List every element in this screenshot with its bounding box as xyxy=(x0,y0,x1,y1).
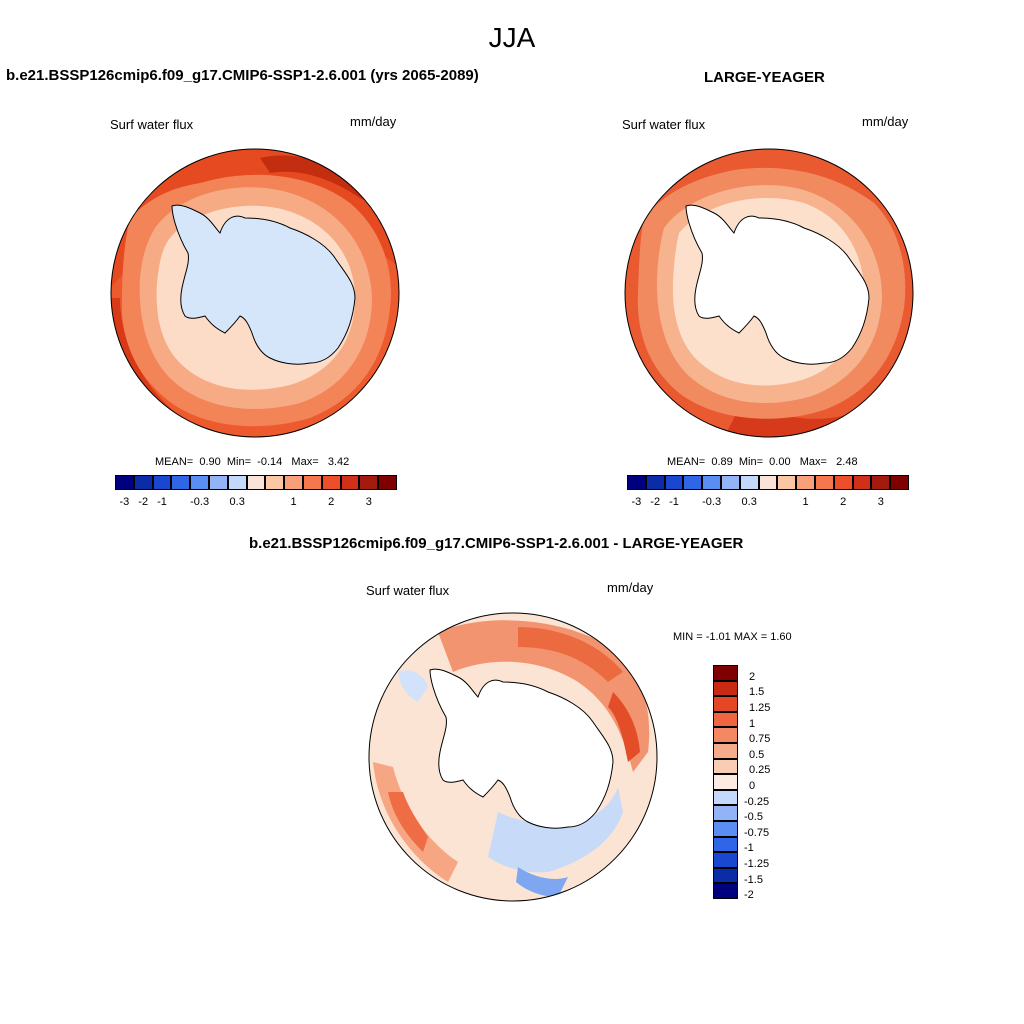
colorbar-tick-label: -1.5 xyxy=(744,873,763,886)
colorbar-swatch xyxy=(227,475,247,490)
panel1-colorbar xyxy=(115,475,397,490)
colorbar-swatch xyxy=(713,883,738,899)
colorbar-tick-label: -0.25 xyxy=(744,795,770,808)
colorbar-swatch xyxy=(815,475,834,490)
colorbar-swatch xyxy=(713,696,738,712)
colorbar-swatch xyxy=(713,805,738,821)
panel2-polar-map xyxy=(624,148,914,438)
colorbar-swatch xyxy=(171,475,191,490)
colorbar-swatch xyxy=(284,475,303,490)
colorbar-swatch xyxy=(702,475,721,490)
panel3-title: b.e21.BSSP126cmip6.f09_g17.CMIP6-SSP1-2.… xyxy=(249,535,744,552)
colorbar-swatch xyxy=(777,475,797,490)
colorbar-swatch xyxy=(713,774,738,790)
colorbar-swatch xyxy=(627,475,646,490)
colorbar-swatch xyxy=(739,475,759,490)
colorbar-tick-label: -1 xyxy=(744,842,754,855)
colorbar-tick-label: -0.75 xyxy=(744,826,770,839)
colorbar-swatch xyxy=(115,475,134,490)
panel2-stats: MEAN= 0.89 Min= 0.00 Max= 2.48 xyxy=(667,456,858,468)
colorbar-swatch xyxy=(713,680,738,697)
colorbar-tick-label: 2 xyxy=(749,670,756,683)
panel2-title: LARGE-YEAGER xyxy=(704,69,825,86)
colorbar-tick-label: -0.3 xyxy=(190,496,210,508)
colorbar-swatch xyxy=(246,475,266,490)
colorbar-swatch xyxy=(713,743,738,759)
colorbar-swatch xyxy=(133,475,153,490)
figure-title: JJA xyxy=(488,22,536,53)
colorbar-tick-label: -1 xyxy=(669,496,679,508)
panel3-polar-map xyxy=(368,612,658,902)
colorbar-swatch xyxy=(871,475,891,490)
colorbar-swatch xyxy=(713,836,738,853)
panel1-colorbar-ticks: -3 -2 -1 -0.3 0.3 1 2 3 xyxy=(115,496,397,510)
colorbar-tick-label: 2 xyxy=(840,496,847,508)
colorbar-tick-label: 0.25 xyxy=(749,764,771,777)
panel2-units-label: mm/day xyxy=(862,114,909,129)
colorbar-swatch xyxy=(664,475,684,490)
panel3-variable-label: Surf water flux xyxy=(366,583,450,598)
colorbar-swatch xyxy=(833,475,853,490)
colorbar-tick-label: -2 xyxy=(650,496,661,508)
panel3-stats: MIN = -1.01 MAX = 1.60 xyxy=(673,631,792,643)
colorbar-swatch xyxy=(713,852,738,868)
colorbar-tick-label: 0.3 xyxy=(229,496,245,508)
colorbar-swatch xyxy=(852,475,872,490)
colorbar-tick-label: 1.25 xyxy=(749,702,771,714)
colorbar-tick-label: -3 xyxy=(631,496,642,508)
colorbar-swatch xyxy=(713,758,738,775)
colorbar-tick-label: -2 xyxy=(744,889,754,902)
colorbar-swatch xyxy=(713,789,738,806)
colorbar-swatch xyxy=(321,475,341,490)
panel1-polar-map xyxy=(110,148,400,438)
colorbar-tick-label: -1.25 xyxy=(744,858,770,870)
panel1-units-label: mm/day xyxy=(350,114,397,129)
colorbar-swatch xyxy=(758,475,778,490)
colorbar-tick-label: 0.3 xyxy=(741,496,757,508)
colorbar-swatch xyxy=(713,821,738,837)
panel3-colorbar-labels: 2 1.5 1.25 1 0.75 0.5 0.25 0 -0.25 -0.5 -0.75 -1 -1.… xyxy=(744,665,804,902)
colorbar-tick-label: 1 xyxy=(749,717,756,730)
panel2-colorbar xyxy=(627,475,909,490)
colorbar-tick-label: 1 xyxy=(290,496,297,508)
colorbar-swatch xyxy=(890,475,909,490)
colorbar-swatch xyxy=(645,475,665,490)
colorbar-tick-label: 1.5 xyxy=(749,686,765,699)
panel3-colorbar xyxy=(713,665,738,899)
colorbar-swatch xyxy=(713,727,738,743)
colorbar-swatch xyxy=(209,475,228,490)
panel2-colorbar-ticks: -3 -2 -1 -0.3 0.3 1 2 3 xyxy=(627,496,909,510)
colorbar-swatch xyxy=(340,475,360,490)
colorbar-swatch xyxy=(713,711,738,728)
colorbar-swatch xyxy=(378,475,397,490)
panel1-stats: MEAN= 0.90 Min= -0.14 Max= 3.42 xyxy=(155,456,350,468)
colorbar-swatch xyxy=(359,475,379,490)
colorbar-swatch xyxy=(303,475,322,490)
colorbar-tick-label: 0 xyxy=(749,780,756,792)
panel1-title: b.e21.BSSP126cmip6.f09_g17.CMIP6-SSP1-2.… xyxy=(6,67,479,84)
colorbar-tick-label: 3 xyxy=(365,496,372,508)
colorbar-tick-label: -3 xyxy=(119,496,130,508)
colorbar-swatch xyxy=(190,475,209,490)
panel2-variable-label: Surf water flux xyxy=(622,117,706,132)
colorbar-swatch xyxy=(721,475,740,490)
colorbar-tick-label: 0.5 xyxy=(749,748,765,761)
colorbar-tick-label: -2 xyxy=(138,496,149,508)
colorbar-swatch xyxy=(683,475,703,490)
colorbar-tick-label: 2 xyxy=(328,496,335,508)
colorbar-swatch xyxy=(265,475,285,490)
colorbar-tick-label: -1 xyxy=(157,496,167,508)
colorbar-swatch xyxy=(713,665,738,681)
panel1-variable-label: Surf water flux xyxy=(110,117,194,132)
colorbar-tick-label: 3 xyxy=(877,496,884,508)
colorbar-tick-label: -0.5 xyxy=(744,811,763,824)
colorbar-tick-label: -0.3 xyxy=(702,496,722,508)
colorbar-swatch xyxy=(713,867,738,884)
colorbar-swatch xyxy=(152,475,172,490)
colorbar-tick-label: 1 xyxy=(802,496,809,508)
panel3-units-label: mm/day xyxy=(607,580,654,595)
colorbar-tick-label: 0.75 xyxy=(749,733,771,746)
colorbar-swatch xyxy=(796,475,815,490)
